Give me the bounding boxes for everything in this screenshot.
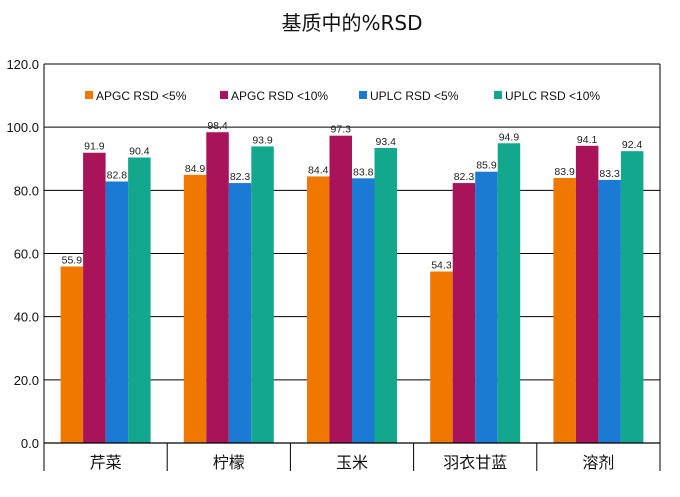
data-label: 82.8 (107, 169, 128, 181)
y-tick-label: 120.0 (6, 57, 39, 72)
bar (475, 171, 498, 444)
bar (105, 181, 129, 444)
data-label: 83.8 (353, 166, 374, 178)
data-label: 82.3 (454, 171, 475, 183)
data-label: 54.3 (431, 260, 452, 272)
data-label: 91.9 (84, 141, 105, 153)
data-label: 98.4 (207, 120, 228, 132)
bar (497, 143, 521, 443)
data-label: 82.3 (230, 171, 251, 183)
y-tick-label: 60.0 (14, 247, 39, 262)
x-tick-label: 羽衣甘蓝 (443, 453, 507, 472)
bars (60, 132, 644, 444)
bar (452, 183, 476, 444)
bar (60, 266, 84, 443)
x-axis: 芹菜 柠檬 玉米 羽衣甘蓝 溶剂 (43, 442, 661, 472)
x-tick-label: 玉米 (336, 453, 368, 472)
chart-title: 基质中的%RSD (282, 11, 423, 35)
data-label: 92.4 (622, 139, 643, 151)
data-labels: 55.9 91.9 82.890.4 84.9 98.4 82.3 93.9 84.4 97.3… (62, 120, 643, 271)
bar (430, 271, 453, 443)
legend-label: APGC RSD <5% (96, 89, 187, 103)
bar (183, 174, 207, 444)
x-tick-label: 芹菜 (90, 453, 122, 472)
x-tick-label: 溶剂 (582, 453, 614, 472)
data-label: 93.4 (376, 136, 397, 148)
data-label: 93.9 (252, 134, 273, 146)
bar (553, 178, 576, 443)
bar (307, 176, 330, 444)
y-tick-label: 20.0 (14, 373, 39, 388)
bar (206, 132, 229, 443)
data-label: 83.9 (554, 166, 575, 178)
legend-label: UPLC RSD <10% (505, 89, 600, 103)
bar (598, 179, 621, 443)
bar (374, 148, 397, 444)
data-label: 85.9 (476, 160, 497, 172)
legend-label: UPLC RSD <5% (370, 89, 459, 103)
data-label: 55.9 (62, 254, 83, 266)
data-label: 97.3 (331, 124, 352, 136)
bar (128, 157, 151, 443)
legend-swatch (359, 91, 367, 99)
legend-label: APGC RSD <10% (231, 89, 328, 103)
bar (620, 151, 644, 444)
x-tick-label: 柠檬 (213, 453, 245, 472)
data-label: 94.9 (499, 131, 520, 143)
data-label: 94.1 (577, 134, 598, 146)
data-label: 83.3 (599, 168, 620, 180)
legend: APGC RSD <5% APGC RSD <10% UPLC RSD <5% UPL… (85, 89, 600, 103)
legend-swatch (494, 91, 502, 99)
bar (251, 146, 274, 443)
legend-swatch (220, 91, 228, 99)
y-tick-label: 80.0 (14, 183, 39, 198)
bar (329, 135, 352, 444)
data-label: 90.4 (129, 145, 150, 157)
y-tick-label: 40.0 (14, 310, 39, 325)
data-label: 84.4 (308, 164, 329, 176)
data-label: 84.9 (185, 163, 206, 175)
y-axis: 0.0 20.0 40.0 60.0 80.0 100.0 120.0 (6, 57, 661, 451)
y-tick-label: 0.0 (21, 436, 39, 451)
legend-swatch (85, 91, 93, 99)
bar (83, 152, 106, 444)
bar (352, 178, 375, 443)
bar (228, 183, 252, 444)
bar (575, 145, 599, 443)
y-tick-label: 100.0 (6, 120, 39, 135)
